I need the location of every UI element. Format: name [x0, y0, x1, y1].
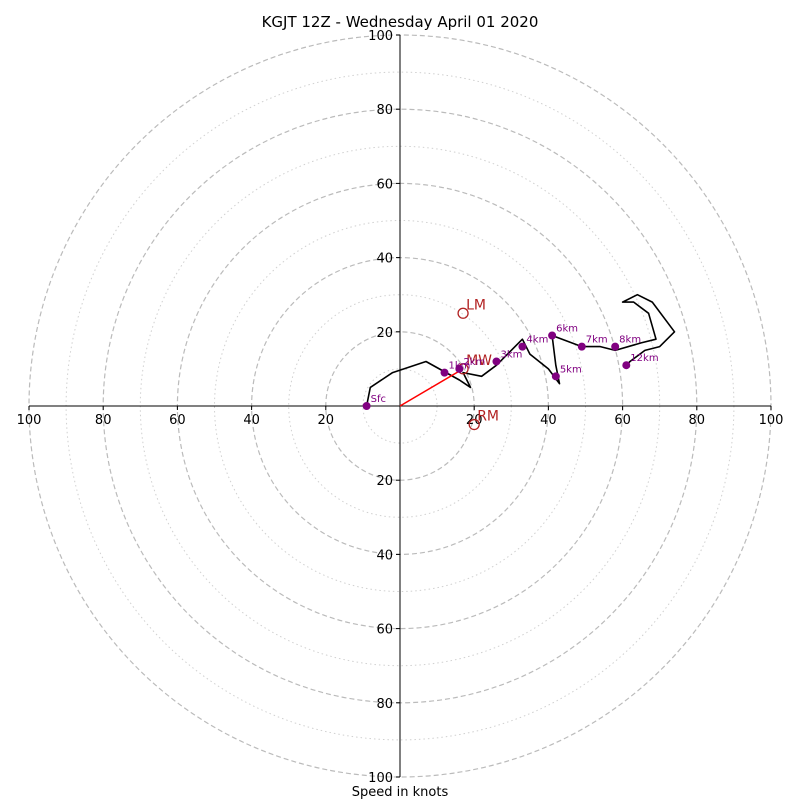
x-tick-label: 20 — [318, 413, 335, 428]
height-marker-dot — [518, 342, 527, 351]
storm-motion-markers: LM MW RM — [457, 297, 499, 431]
height-marker-dot — [455, 364, 464, 373]
storm-motion-circle — [457, 307, 469, 319]
height-marker-dot — [622, 361, 631, 370]
x-axis-label: Speed in knots — [352, 785, 449, 800]
height-marker-label: 2km — [463, 357, 485, 368]
y-tick-label: 20 — [376, 326, 393, 341]
x-tick-label: 60 — [169, 413, 186, 428]
height-marker-label: 12km — [630, 353, 658, 364]
x-tick-label: 100 — [759, 413, 784, 428]
y-tick-label: 100 — [368, 29, 393, 44]
storm-motion-label: RM — [477, 409, 499, 425]
height-marker-dot — [492, 357, 501, 366]
height-marker-dot — [577, 342, 586, 351]
height-marker-dot — [548, 331, 557, 340]
hodograph-line — [365, 293, 676, 407]
y-tick-label: 40 — [376, 252, 393, 267]
x-tick-label: 80 — [689, 413, 706, 428]
hodograph-trace — [365, 293, 676, 407]
x-tick-label: 20 — [466, 413, 483, 428]
y-tick-label: 100 — [368, 771, 393, 786]
tick-labels: 100 80 60 40 20 20 40 60 80 100 100 80 60 40 20 20 40 60 8… — [17, 29, 784, 786]
height-marker-dot — [362, 402, 371, 410]
storm-motion-label: LM — [466, 297, 486, 313]
height-marker-label: 4km — [526, 335, 548, 346]
storm-motion-circle — [468, 418, 480, 431]
height-marker-label: 6km — [556, 324, 578, 335]
y-tick-label: 80 — [376, 697, 393, 712]
x-tick-label: 80 — [95, 413, 112, 428]
x-tick-label: 100 — [17, 413, 42, 428]
height-marker-label: 3km — [500, 349, 522, 360]
height-markers: Sfc1km2km3km4km5km6km7km8km12km — [362, 324, 659, 410]
height-marker-label: 8km — [619, 335, 641, 346]
y-tick-label: 80 — [376, 103, 393, 118]
height-marker-label: 7km — [586, 335, 608, 346]
x-tick-label: 60 — [614, 413, 631, 428]
height-marker-label: Sfc — [371, 394, 386, 405]
height-marker-dot — [611, 342, 620, 351]
shear-vector — [399, 368, 464, 407]
storm-motion-label: MW — [466, 353, 492, 369]
x-tick-label: 40 — [540, 413, 557, 428]
y-tick-label: 60 — [376, 623, 393, 638]
y-tick-label: 60 — [376, 177, 393, 192]
height-marker-dot — [440, 368, 449, 377]
chart-title: KGJT 12Z - Wednesday April 01 2020 — [262, 13, 539, 31]
y-tick-label: 40 — [376, 548, 393, 563]
height-marker-dot — [551, 372, 560, 381]
y-tick-label: 20 — [376, 474, 393, 489]
height-marker-label: 5km — [560, 364, 582, 375]
x-tick-label: 40 — [243, 413, 260, 428]
